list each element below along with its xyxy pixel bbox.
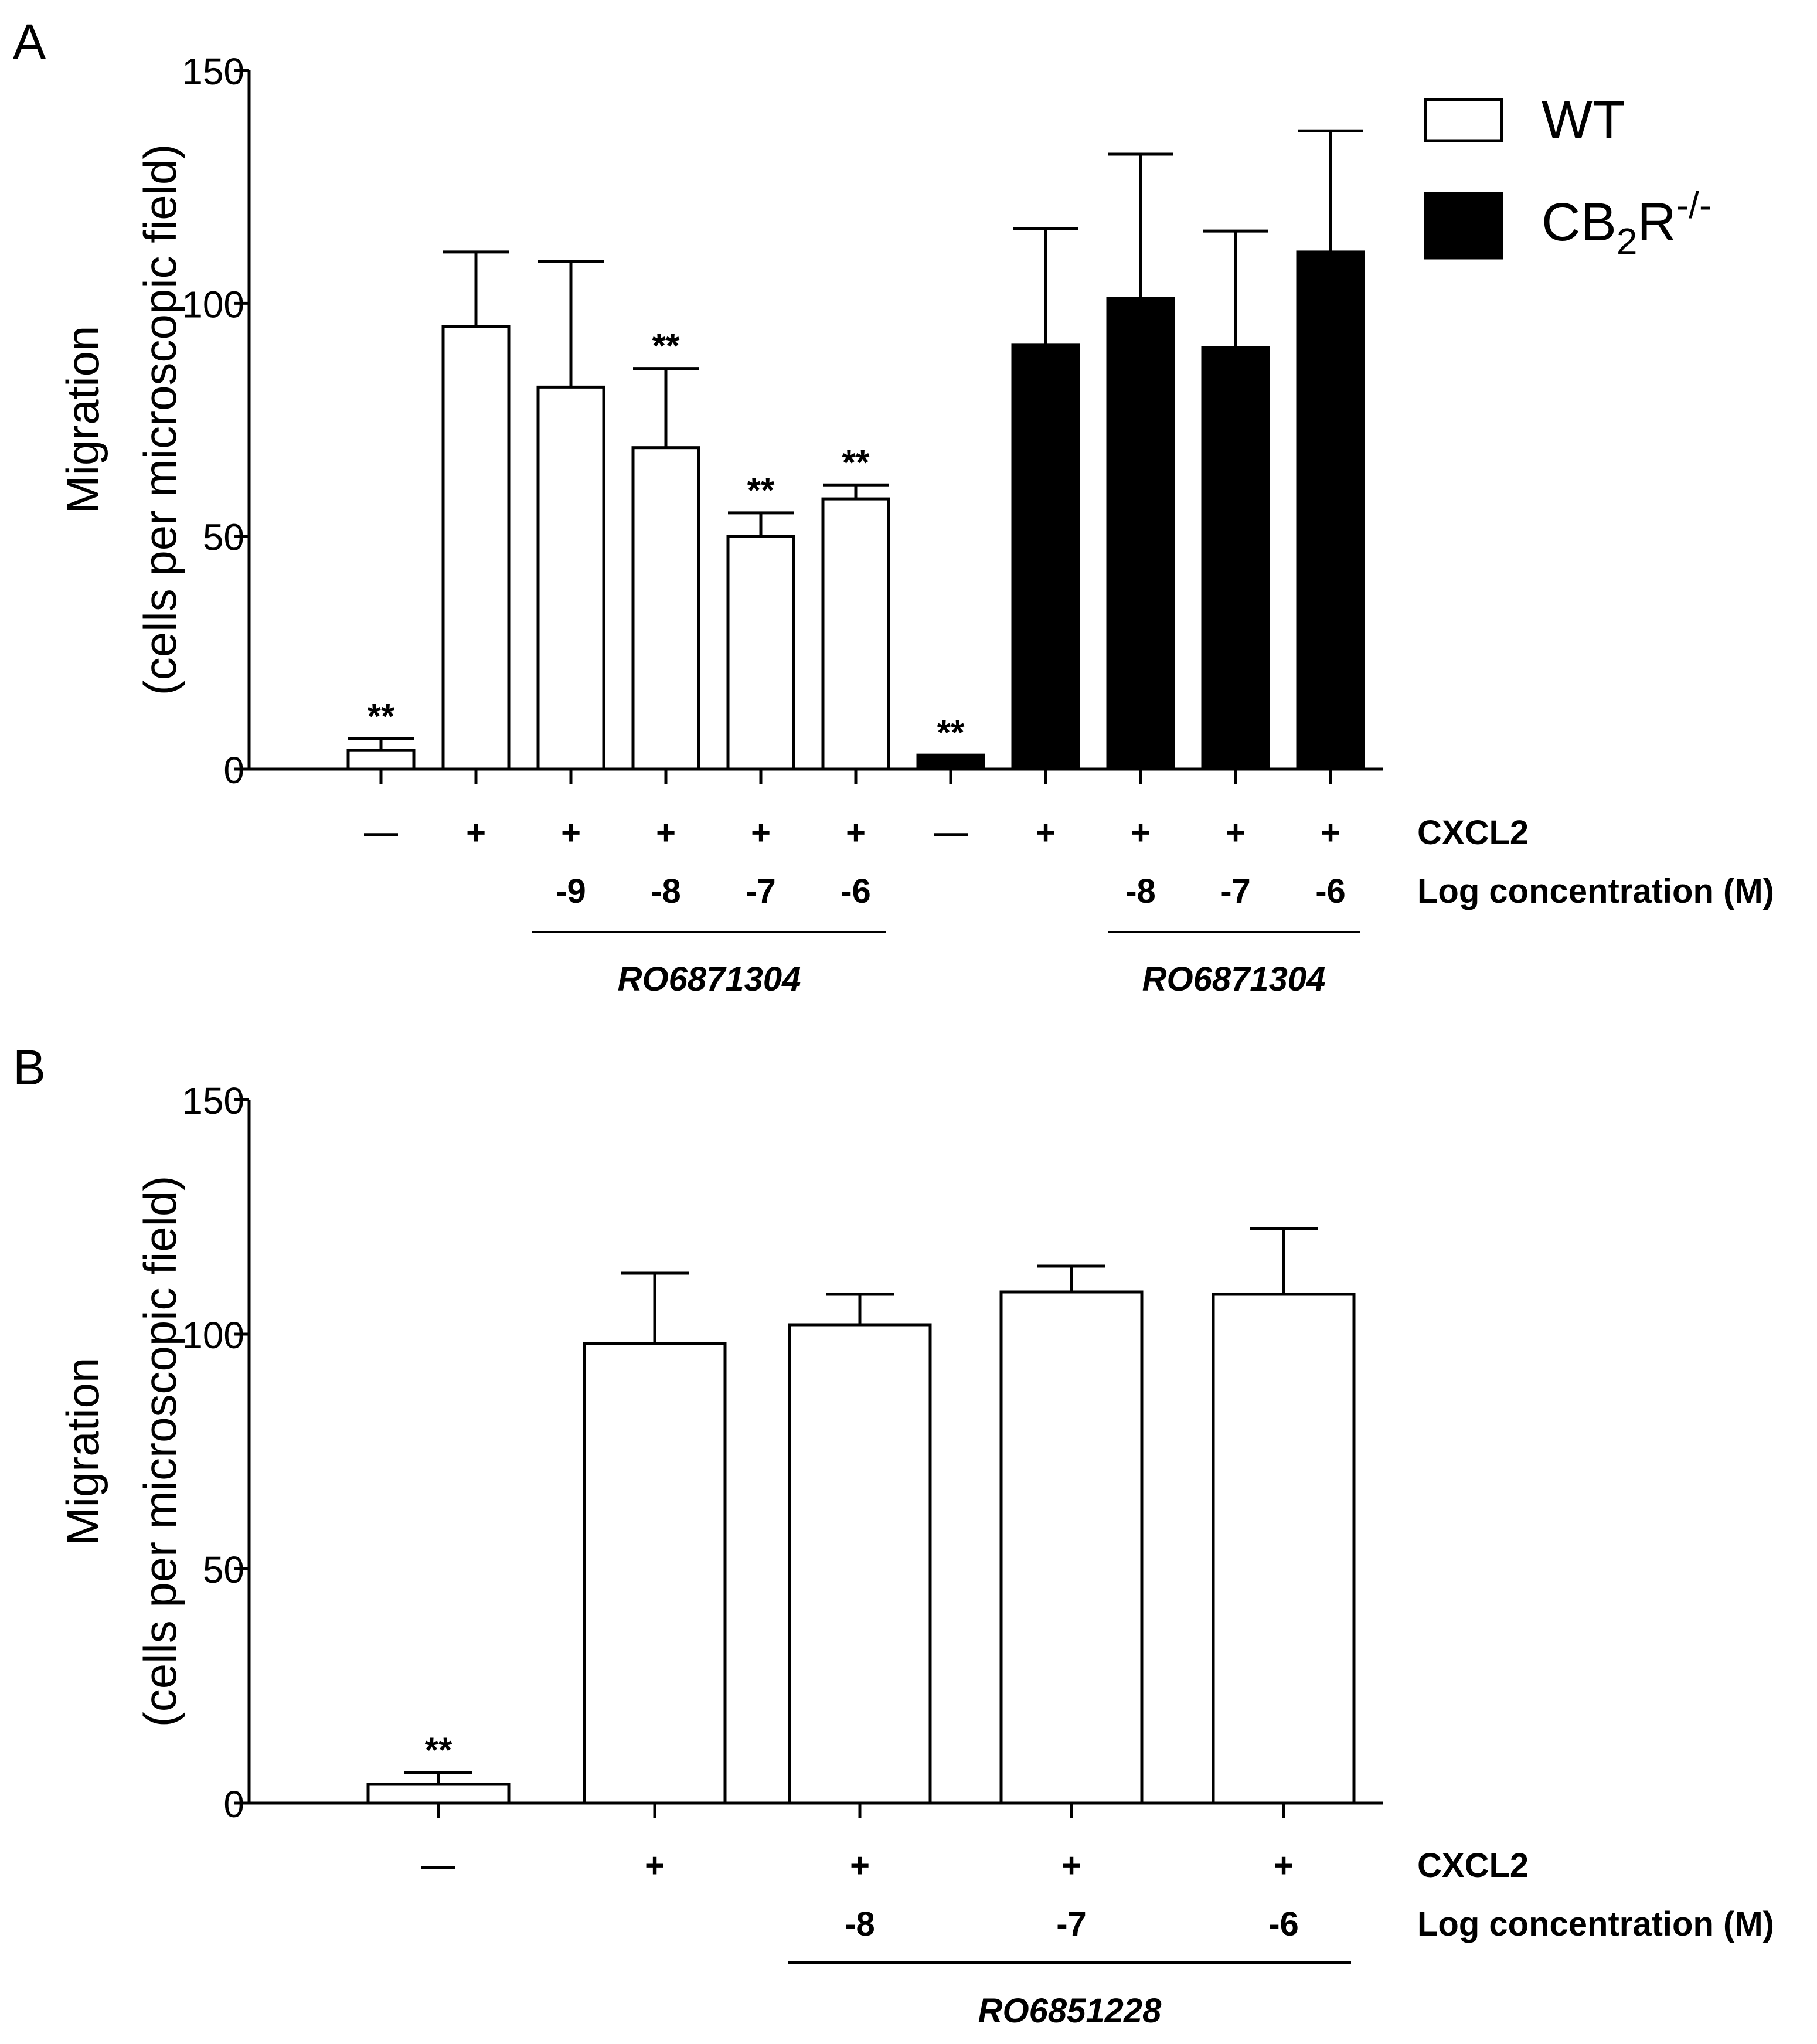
- y-axis-label: (cells per microscopic field): [134, 144, 186, 696]
- cxcl2-value: +: [846, 814, 866, 852]
- bar: [1011, 343, 1080, 771]
- y-tick-label: 150: [182, 50, 244, 93]
- legend-swatch: [1424, 192, 1503, 260]
- bar: [536, 385, 605, 771]
- bar: [1296, 250, 1365, 771]
- legend-label: CB2R-/-: [1542, 184, 1711, 263]
- cxcl2-row-label: CXCL2: [1417, 1846, 1529, 1885]
- cxcl2-value: +: [850, 1846, 870, 1885]
- y-axis-label: Migration: [57, 1358, 108, 1546]
- cxcl2-value: +: [645, 1846, 665, 1885]
- y-tick-label: 100: [182, 283, 244, 325]
- compound-label: RO6851228: [978, 1992, 1162, 2030]
- y-tick-label: 100: [182, 1314, 244, 1356]
- bar: [583, 1342, 727, 1805]
- bar: [788, 1323, 932, 1805]
- bar: [441, 325, 511, 771]
- significance-label: **: [747, 471, 775, 510]
- log-concentration-value: -8: [651, 872, 681, 910]
- bar: [1212, 1293, 1356, 1805]
- log-concentration-value: -6: [1315, 872, 1346, 910]
- cxcl2-value: +: [1226, 814, 1246, 852]
- bar: [726, 535, 795, 771]
- bar: [1201, 346, 1270, 771]
- legend: WT CB2R-/-: [1424, 90, 1711, 263]
- panel-a: A 0 50 100 150 Migration (cells per microscopi…: [13, 14, 1774, 998]
- significance-label: **: [937, 713, 965, 752]
- cxcl2-value: +: [561, 814, 581, 852]
- significance-label: **: [842, 443, 870, 482]
- bar: [1106, 297, 1175, 771]
- log-concentration-row-label: Log concentration (M): [1417, 872, 1774, 910]
- cxcl2-value: +: [656, 814, 676, 852]
- significance-label: **: [652, 327, 680, 366]
- bar: [821, 497, 890, 771]
- log-concentration-value: -6: [841, 872, 871, 910]
- y-axis-label: (cells per microscopic field): [134, 1176, 186, 1727]
- log-concentration-value: -6: [1268, 1905, 1299, 1943]
- log-concentration-row-label: Log concentration (M): [1417, 1905, 1774, 1943]
- compound-label: RO6871304: [618, 960, 801, 998]
- bar: [916, 753, 985, 771]
- panel-b: B 0 50 100 150 Migration (cells per microscopi…: [13, 1040, 1774, 2030]
- cxcl2-value: —: [421, 1846, 455, 1885]
- cxcl2-value: +: [1274, 1846, 1294, 1885]
- compound-label: RO6871304: [1142, 960, 1326, 998]
- cxcl2-value: —: [364, 814, 398, 852]
- panel-letter: B: [13, 1040, 46, 1095]
- legend-swatch: [1424, 98, 1503, 142]
- cxcl2-value: +: [466, 814, 486, 852]
- bar: [631, 446, 700, 771]
- y-axis-label: Migration: [57, 326, 108, 514]
- log-concentration-value: -7: [1056, 1905, 1087, 1943]
- bar: [346, 749, 416, 771]
- y-tick-label: 0: [223, 1783, 244, 1825]
- cxcl2-value: +: [751, 814, 771, 852]
- legend-label: WT: [1542, 90, 1625, 150]
- significance-label: **: [368, 696, 395, 736]
- y-tick-label: 50: [203, 1549, 244, 1591]
- log-concentration-value: -8: [1125, 872, 1156, 910]
- log-concentration-value: -8: [845, 1905, 875, 1943]
- cxcl2-value: +: [1131, 814, 1151, 852]
- log-concentration-value: -7: [746, 872, 776, 910]
- significance-label: **: [425, 1730, 452, 1770]
- y-tick-label: 50: [203, 516, 244, 559]
- y-tick-label: 0: [223, 749, 244, 791]
- bar: [366, 1783, 511, 1805]
- cxcl2-row-label: CXCL2: [1417, 814, 1529, 852]
- log-concentration-value: -7: [1220, 872, 1251, 910]
- cxcl2-value: +: [1036, 814, 1056, 852]
- bar: [999, 1290, 1144, 1805]
- y-tick-label: 150: [182, 1080, 244, 1122]
- cxcl2-value: +: [1061, 1846, 1081, 1885]
- log-concentration-value: -9: [556, 872, 586, 910]
- cxcl2-value: —: [934, 814, 968, 852]
- panel-letter: A: [13, 14, 46, 69]
- cxcl2-value: +: [1321, 814, 1340, 852]
